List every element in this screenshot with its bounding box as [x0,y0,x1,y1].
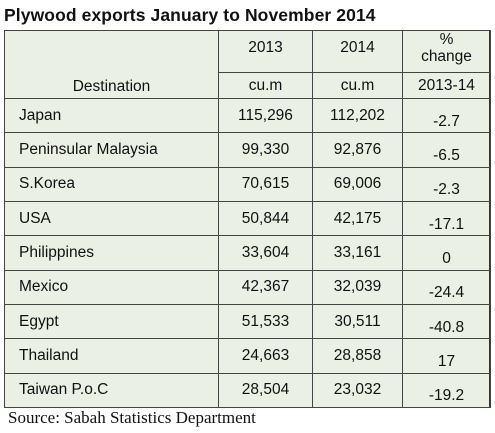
percent-change-header: % change [402,30,491,73]
destination-cell: Egypt [4,303,219,340]
value-2014-cell: 33,161 [312,235,403,271]
value-2013-cell: 28,504 [218,372,313,409]
value-2014-cell: 112,202 [312,97,403,134]
source-note: Source: Sabah Statistics Department [8,408,256,427]
value-2013-cell: 33,604 [218,235,313,271]
value-2013-cell: 24,663 [218,338,313,374]
destination-cell: Peninsular Malaysia [4,132,219,168]
period-label: 2013-14 [402,72,491,99]
percent-change-cell: -19.2 [402,372,491,409]
header-row: Destination 2013 2014 % change [4,30,491,99]
unit-2013: cu.m [218,72,313,99]
value-2013-cell: 51,533 [218,303,313,340]
table-row: Taiwan P.o.C 28,504 23,032 -19.2 [4,372,491,409]
percent-change-cell: -40.8 [402,303,491,340]
value-2013-cell: 115,296 [218,97,313,134]
value-2014-cell: 32,039 [312,269,403,305]
year-2014-header: 2014 [312,30,403,73]
value-2013-cell: 99,330 [218,132,313,168]
percent-change-cell: -2.7 [402,97,491,134]
unit-2014: cu.m [312,72,403,99]
destination-cell: Japan [4,97,219,134]
destination-cell: Philippines [4,235,219,271]
table-row: Japan 115,296 112,202 -2.7 [4,97,491,134]
destination-cell: Mexico [4,269,219,305]
value-2014-cell: 23,032 [312,372,403,409]
table-row: S.Korea 70,615 69,006 -2.3 [4,166,491,202]
percent-change-cell: 0 [402,235,491,271]
destination-header: Destination [4,30,219,99]
value-2014-cell: 69,006 [312,166,403,202]
change-word: change [421,48,472,65]
value-2013-cell: 50,844 [218,200,313,237]
table-row: Mexico 42,367 32,039 -24.4 [4,269,491,305]
table-row: USA 50,844 42,175 -17.1 [4,200,491,237]
percent-change-cell: -6.5 [402,132,491,168]
percent-change-cell: -17.1 [402,200,491,237]
percent-change-cell: -24.4 [402,269,491,305]
destination-cell: Taiwan P.o.C [4,372,219,409]
percent-change-cell: -2.3 [402,166,491,202]
value-2013-cell: 70,615 [218,166,313,202]
value-2013-cell: 42,367 [218,269,313,305]
table-row: Philippines 33,604 33,161 0 [4,235,491,271]
value-2014-cell: 28,858 [312,338,403,374]
destination-cell: USA [4,200,219,237]
table-row: Thailand 24,663 28,858 17 [4,338,491,374]
value-2014-cell: 30,511 [312,303,403,340]
percent-symbol: % [439,31,454,48]
destination-cell: S.Korea [4,166,219,202]
table-row: Egypt 51,533 30,511 -40.8 [4,303,491,340]
percent-change-cell: 17 [402,338,491,374]
value-2014-cell: 92,876 [312,132,403,168]
table-row: Peninsular Malaysia 99,330 92,876 -6.5 [4,132,491,168]
table-title: Plywood exports January to November 2014 [4,5,376,25]
value-2014-cell: 42,175 [312,200,403,237]
year-2013-header: 2013 [218,30,313,73]
exports-table: Destination 2013 2014 % change cu.m cu.m… [4,30,491,409]
destination-cell: Thailand [4,338,219,374]
